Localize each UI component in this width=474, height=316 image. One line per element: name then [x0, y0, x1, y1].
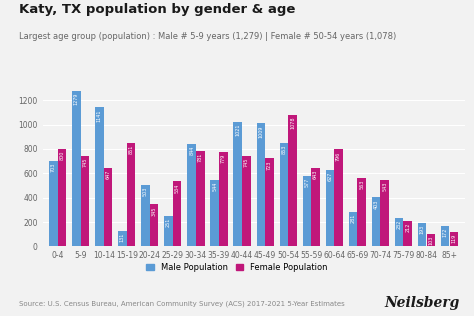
Bar	[58, 149, 66, 246]
Bar	[173, 181, 182, 246]
Text: 647: 647	[106, 169, 110, 179]
Bar	[187, 143, 196, 246]
Text: Neilsberg: Neilsberg	[384, 296, 460, 310]
Bar	[150, 204, 158, 246]
Text: 745: 745	[82, 157, 88, 167]
Text: 1009: 1009	[258, 125, 263, 138]
Bar	[242, 156, 251, 246]
Bar	[118, 230, 127, 246]
Text: 851: 851	[128, 145, 134, 154]
Bar	[72, 91, 81, 246]
Bar	[372, 198, 380, 246]
Text: 543: 543	[382, 182, 387, 191]
Bar	[210, 180, 219, 246]
Bar	[395, 218, 403, 246]
Text: 703: 703	[51, 163, 56, 172]
Bar	[256, 124, 265, 246]
Legend: Male Population, Female Population: Male Population, Female Population	[143, 260, 331, 276]
Text: 1021: 1021	[235, 124, 240, 137]
Text: 779: 779	[221, 153, 226, 163]
Bar	[302, 176, 311, 246]
Bar	[280, 143, 288, 246]
Text: 627: 627	[328, 172, 332, 181]
Text: 844: 844	[189, 145, 194, 155]
Text: 544: 544	[212, 182, 217, 191]
Text: 577: 577	[304, 178, 310, 187]
Bar	[427, 234, 435, 246]
Bar	[450, 232, 458, 246]
Bar	[141, 185, 150, 246]
Bar	[288, 115, 297, 246]
Bar	[357, 178, 366, 246]
Text: 345: 345	[152, 206, 157, 216]
Bar	[234, 122, 242, 246]
Text: 800: 800	[59, 151, 64, 160]
Text: 103: 103	[428, 236, 433, 245]
Text: 723: 723	[267, 160, 272, 170]
Bar	[196, 151, 205, 246]
Bar	[326, 170, 334, 246]
Bar	[381, 180, 389, 246]
Bar	[95, 107, 104, 246]
Bar	[81, 156, 89, 246]
Text: 563: 563	[359, 180, 364, 189]
Text: 212: 212	[405, 222, 410, 232]
Text: 643: 643	[313, 170, 318, 179]
Bar	[311, 168, 320, 246]
Text: 193: 193	[419, 225, 425, 234]
Text: 853: 853	[282, 144, 286, 154]
Text: 251: 251	[166, 218, 171, 227]
Text: 232: 232	[397, 220, 401, 229]
Bar	[349, 212, 357, 246]
Text: 781: 781	[198, 153, 203, 162]
Text: Katy, TX population by gender & age: Katy, TX population by gender & age	[19, 3, 295, 16]
Bar	[104, 167, 112, 246]
Text: 534: 534	[175, 183, 180, 192]
Bar	[164, 216, 173, 246]
Text: 745: 745	[244, 157, 249, 167]
Bar	[334, 149, 343, 246]
Bar	[265, 158, 273, 246]
Bar	[441, 226, 449, 246]
Text: 119: 119	[451, 234, 456, 243]
Text: 403: 403	[374, 199, 379, 209]
Bar	[403, 221, 412, 246]
Text: 503: 503	[143, 187, 148, 196]
Text: 281: 281	[350, 214, 356, 223]
Bar	[49, 161, 57, 246]
Text: Source: U.S. Census Bureau, American Community Survey (ACS) 2017-2021 5-Year Est: Source: U.S. Census Bureau, American Com…	[19, 300, 345, 307]
Text: 1279: 1279	[74, 92, 79, 105]
Text: 172: 172	[443, 227, 448, 237]
Text: 796: 796	[336, 151, 341, 161]
Text: 131: 131	[120, 232, 125, 242]
Text: 1141: 1141	[97, 109, 102, 122]
Text: Largest age group (population) : Male # 5-9 years (1,279) | Female # 50-54 years: Largest age group (population) : Male # …	[19, 32, 396, 40]
Text: 1078: 1078	[290, 117, 295, 130]
Bar	[127, 143, 136, 246]
Bar	[418, 223, 427, 246]
Bar	[219, 152, 228, 246]
